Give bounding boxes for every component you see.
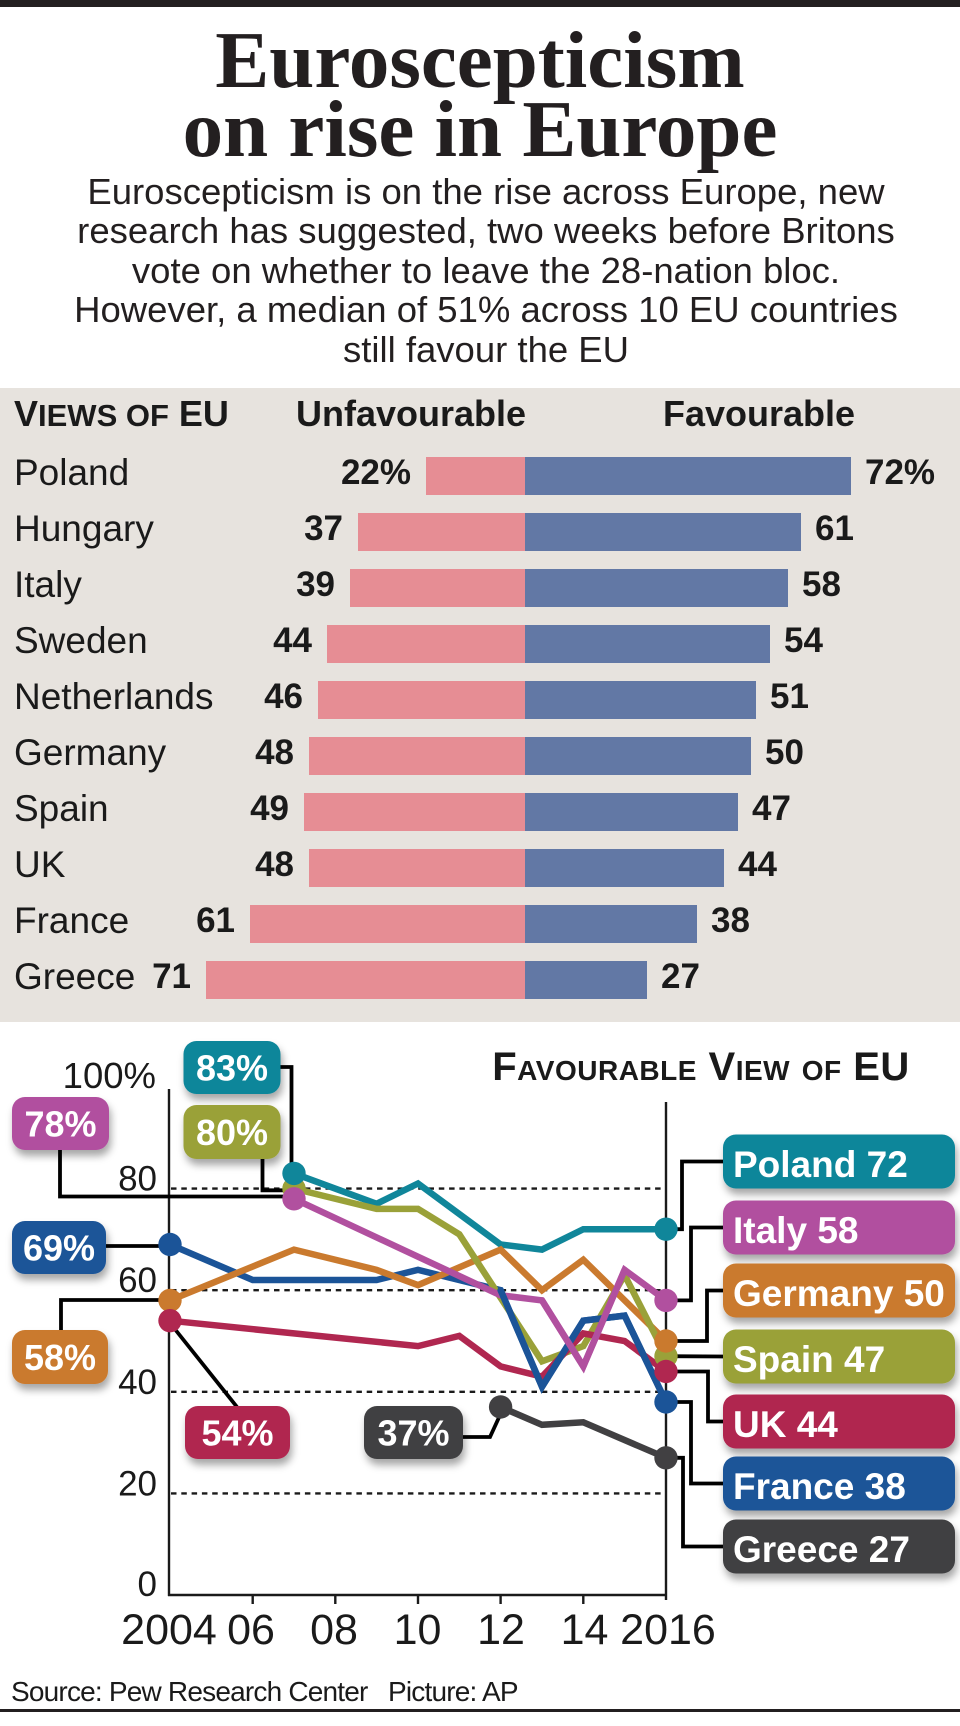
svg-text:Spain 47: Spain 47 <box>733 1339 885 1380</box>
svg-text:Italy 58: Italy 58 <box>733 1210 858 1251</box>
svg-text:83%: 83% <box>196 1048 268 1089</box>
svg-text:Greece 27: Greece 27 <box>733 1529 910 1570</box>
svg-text:08: 08 <box>310 1606 358 1654</box>
svg-text:80%: 80% <box>196 1112 268 1153</box>
svg-text:0: 0 <box>138 1565 157 1604</box>
svg-text:Favourable View of EU: Favourable View of EU <box>492 1045 910 1089</box>
svg-text:UK 44: UK 44 <box>733 1404 838 1445</box>
svg-text:2004: 2004 <box>121 1606 217 1654</box>
svg-text:Germany 50: Germany 50 <box>733 1273 945 1314</box>
svg-text:60: 60 <box>118 1261 157 1300</box>
svg-text:80: 80 <box>118 1160 157 1199</box>
svg-text:France 38: France 38 <box>733 1466 906 1507</box>
svg-text:12: 12 <box>477 1606 525 1654</box>
svg-text:78%: 78% <box>24 1104 96 1145</box>
svg-text:10: 10 <box>394 1606 442 1654</box>
svg-text:58%: 58% <box>24 1337 96 1378</box>
svg-text:20: 20 <box>118 1464 157 1503</box>
svg-text:37%: 37% <box>377 1413 449 1454</box>
svg-text:100%: 100% <box>63 1055 156 1096</box>
svg-text:40: 40 <box>118 1363 157 1402</box>
svg-text:14: 14 <box>561 1606 609 1654</box>
svg-text:69%: 69% <box>23 1228 95 1269</box>
svg-text:06: 06 <box>227 1606 275 1654</box>
svg-text:2016: 2016 <box>620 1606 716 1654</box>
svg-text:54%: 54% <box>201 1413 273 1454</box>
svg-text:Poland 72: Poland 72 <box>733 1144 908 1185</box>
